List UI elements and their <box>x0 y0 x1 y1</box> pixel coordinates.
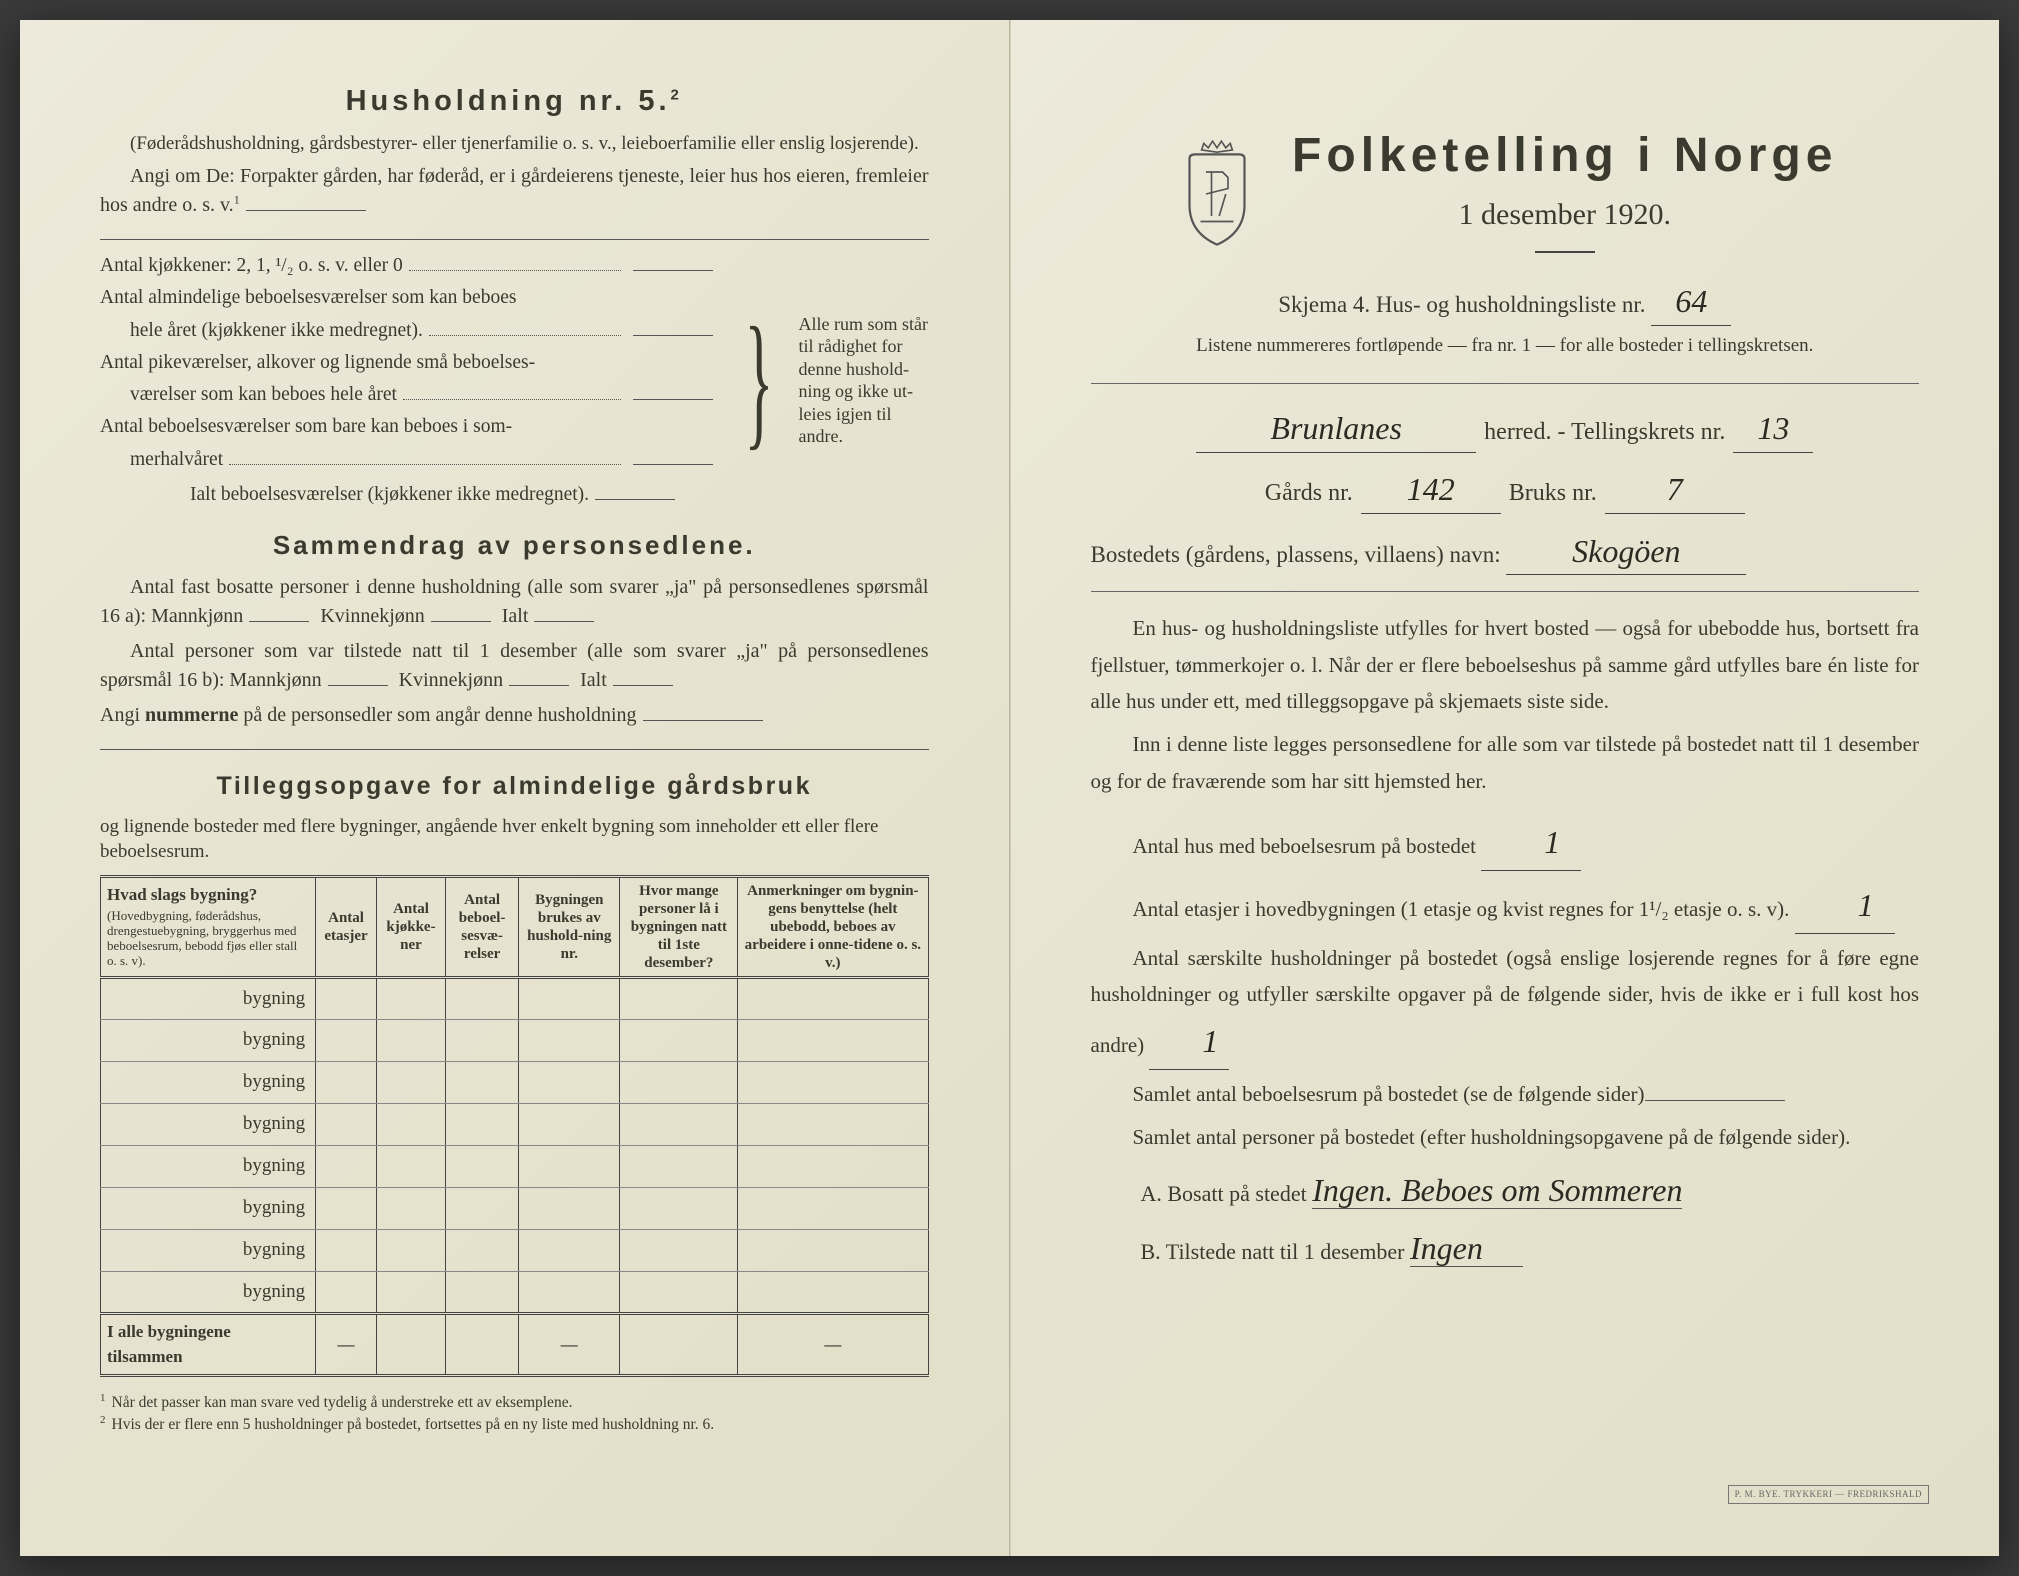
instructions-body: En hus- og husholdningsliste utfylles fo… <box>1091 610 1920 1272</box>
household-prompt: Angi om De: Forpakter gården, har føderå… <box>100 162 929 220</box>
header: Folketelling i Norge 1 desember 1920. <box>1091 120 1920 267</box>
q3-value: 1 <box>1149 1013 1229 1070</box>
coat-of-arms-icon <box>1172 139 1262 249</box>
table-row: bygning <box>101 977 929 1019</box>
brace-icon: } <box>744 309 773 452</box>
main-subtitle: 1 desember 1920. <box>1292 192 1837 237</box>
th-persons-night: Hvor mange personer lå i bygningen natt … <box>620 876 738 977</box>
th-used-by: Bygningen brukes av hushold-ning nr. <box>519 876 620 977</box>
blank-line <box>100 226 929 240</box>
table-total-row: I alle bygningene tilsammen — — — <box>101 1313 929 1375</box>
instruction-p1: En hus- og husholdningsliste utfylles fo… <box>1091 610 1920 720</box>
table-row: bygning <box>101 1229 929 1271</box>
summer-rooms-a: Antal beboelsesværelser som bare kan beb… <box>100 412 512 441</box>
instruction-p2: Inn i denne liste legges personsedlene f… <box>1091 726 1920 800</box>
bosted-value: Skogöen <box>1506 528 1746 575</box>
q4-row: Samlet antal beboelsesrum på bostedet (s… <box>1091 1076 1920 1113</box>
table-row: bygning <box>101 1145 929 1187</box>
th-kitchens: Antal kjøkke-ner <box>376 876 445 977</box>
census-form-spread: Husholdning nr. 5.2 (Føderådshusholdning… <box>20 20 1999 1556</box>
rooms-total: Ialt beboelsesværelser (kjøkkener ikke m… <box>190 480 589 509</box>
form-number-line: Skjema 4. Hus- og husholdningsliste nr. … <box>1091 277 1920 326</box>
herred-value: Brunlanes <box>1196 404 1476 453</box>
left-page: Husholdning nr. 5.2 (Føderådshusholdning… <box>20 20 1010 1556</box>
table-row: bygning <box>101 1019 929 1061</box>
present-count-line: Antal personer som var tilstede natt til… <box>100 637 929 695</box>
table-row: bygning <box>101 1187 929 1229</box>
summary-title: Sammendrag av personsedlene. <box>100 526 929 565</box>
summer-rooms-b: merhalvåret <box>130 445 223 474</box>
printer-stamp: P. M. BYE. TRYKKERI — FREDRIKSHALD <box>1728 1485 1929 1505</box>
resident-count-line: Antal fast bosatte personer i denne hush… <box>100 573 929 631</box>
table-row: bygning <box>101 1271 929 1313</box>
a-row: A. Bosatt på stedet Ingen. Beboes om Som… <box>1141 1166 1920 1214</box>
supplement-title: Tilleggsopgave for almindelige gårdsbruk <box>100 768 929 806</box>
herred-row: Brunlanes herred. - Tellingskrets nr. 13 <box>1091 404 1920 453</box>
ab-list: A. Bosatt på stedet Ingen. Beboes om Som… <box>1141 1166 1920 1272</box>
blank-line-2 <box>100 736 929 750</box>
maid-rooms-b: værelser som kan beboes hele året <box>130 380 397 409</box>
divider-line <box>1091 383 1920 384</box>
q2-row: Antal etasjer i hovedbygningen (1 etasje… <box>1091 877 1920 934</box>
q5-row: Samlet antal personer på bostedet (efter… <box>1091 1119 1920 1156</box>
sedler-numbers-line: Angi nummerne på de personsedler som ang… <box>100 701 929 730</box>
maid-rooms-a: Antal pikeværelser, alkover og lignende … <box>100 348 535 377</box>
th-floors: Antal etasjer <box>316 876 377 977</box>
gards-row: Gårds nr. 142 Bruks nr. 7 <box>1091 465 1920 514</box>
rooms-year-a: Antal almindelige beboelsesværelser som … <box>100 283 516 312</box>
table-row: bygning <box>101 1103 929 1145</box>
form-nr-value: 64 <box>1651 277 1731 326</box>
q1-value: 1 <box>1481 814 1581 871</box>
bosted-row: Bostedets (gårdens, plassens, villaens) … <box>1091 528 1920 575</box>
divider-line-2 <box>1091 591 1920 592</box>
household-subtitle-1: (Føderådshusholdning, gårdsbestyrer- ell… <box>100 132 929 157</box>
brace-note: Alle rum som står til rådighet for denne… <box>799 313 929 448</box>
footnote-2: Hvis der er flere enn 5 husholdninger på… <box>112 1416 715 1433</box>
footnote-1: Når det passer kan man svare ved tydelig… <box>112 1394 573 1411</box>
supplement-intro: og lignende bosteder med flere bygninger… <box>100 814 929 865</box>
numbering-note: Listene nummereres fortløpende — fra nr.… <box>1091 332 1920 361</box>
footnotes: 1Når det passer kan man svare ved tydeli… <box>100 1391 929 1436</box>
b-row: B. Tilstede natt til 1 desember Ingen <box>1141 1224 1920 1272</box>
household-title: Husholdning nr. 5.2 <box>100 80 929 124</box>
buildings-table: Hvad slags bygning?(Hovedbygning, føderå… <box>100 875 929 1377</box>
rooms-brace-group: Antal kjøkkener: 2, 1, ¹/₂ o. s. v. elle… <box>100 248 929 512</box>
right-page: Folketelling i Norge 1 desember 1920. Sk… <box>1010 20 2000 1556</box>
krets-nr-value: 13 <box>1733 404 1813 453</box>
table-row: bygning <box>101 1061 929 1103</box>
th-building-type: Hvad slags bygning?(Hovedbygning, føderå… <box>101 876 316 977</box>
gards-nr-value: 142 <box>1361 465 1501 514</box>
bruks-nr-value: 7 <box>1605 465 1745 514</box>
q3-row: Antal særskilte husholdninger på bostede… <box>1091 940 1920 1071</box>
main-title: Folketelling i Norge <box>1292 120 1837 192</box>
rooms-year-b: hele året (kjøkkener ikke medregnet). <box>130 316 423 345</box>
th-rooms: Antal beboel-sesvæ-relser <box>446 876 519 977</box>
divider <box>1535 251 1595 253</box>
a-value: Ingen. Beboes om Sommeren <box>1312 1172 1682 1209</box>
kitchens-label: Antal kjøkkener: 2, 1, ¹/₂ o. s. v. elle… <box>100 251 403 280</box>
q1-row: Antal hus med beboelsesrum på bostedet 1 <box>1091 814 1920 871</box>
b-value: Ingen <box>1410 1230 1523 1267</box>
th-remarks: Anmerkninger om bygnin-gens benyttelse (… <box>738 876 928 977</box>
q2-value: 1 <box>1795 877 1895 934</box>
